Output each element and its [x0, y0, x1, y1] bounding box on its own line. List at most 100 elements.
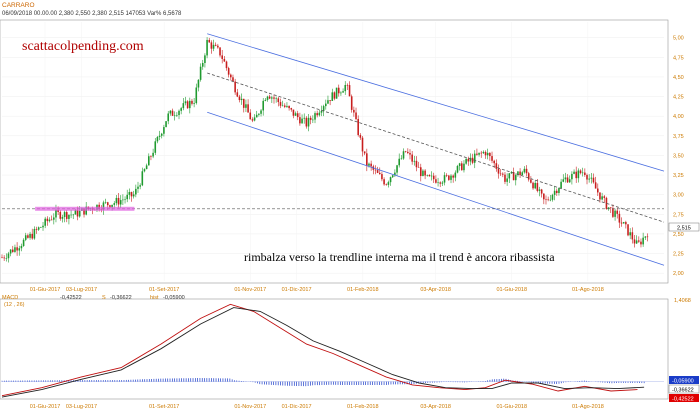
candle-body	[48, 219, 51, 222]
candle-body	[173, 115, 176, 117]
candle-body	[413, 160, 416, 162]
candle-body	[14, 247, 16, 252]
candle-body	[333, 92, 336, 99]
x-tick-label: 01-Feb-2018	[347, 404, 379, 410]
candle-body	[247, 104, 249, 113]
candle-body	[532, 182, 534, 189]
candle-body	[242, 98, 245, 108]
candle-body	[523, 168, 526, 173]
candle-body	[1, 257, 3, 259]
watermark: scattacolpending.com	[22, 39, 144, 54]
candle-body	[482, 151, 485, 154]
candle-body	[536, 182, 539, 191]
candle-body	[9, 249, 12, 254]
candle-body	[357, 119, 359, 136]
candle-body	[318, 112, 321, 116]
support-level	[2, 206, 664, 211]
candle-body	[549, 199, 552, 201]
candle-body	[152, 152, 154, 157]
macd-signal-line	[1, 307, 645, 398]
candle-body	[204, 55, 206, 64]
x-tick-label: 01-Nov-2017	[234, 404, 266, 410]
candle-body	[195, 87, 198, 104]
candle-body	[346, 84, 349, 86]
candle-body	[50, 219, 53, 221]
candle-body	[124, 199, 126, 200]
candle-body	[491, 156, 493, 161]
candle-body	[378, 172, 381, 175]
x-tick-label: 01-Ago-2018	[572, 404, 604, 410]
candle-body	[566, 177, 569, 183]
hist-badge-value: -0,05900	[672, 379, 694, 385]
candle-body	[253, 117, 256, 121]
candle-body	[104, 202, 107, 203]
macd-hist-value: -0,05900	[163, 295, 185, 301]
signal-badge	[668, 384, 700, 394]
hist-badge	[669, 376, 699, 384]
candle-body	[163, 127, 165, 134]
candle-body	[186, 101, 189, 109]
candle-body	[156, 136, 159, 142]
symbol-label: CARRARO	[2, 2, 35, 9]
y-tick-label: 2,50	[673, 232, 684, 238]
candle-body	[489, 152, 491, 157]
x-tick-label: 01-Ago-2018	[572, 287, 604, 293]
candle-body	[350, 96, 353, 110]
candle-body	[575, 171, 578, 179]
candle-body	[497, 168, 500, 174]
candle-body	[217, 45, 219, 48]
candle-body	[625, 222, 627, 225]
candle-body	[396, 165, 398, 173]
candle-body	[264, 99, 267, 101]
candle-body	[441, 182, 444, 184]
candle-body	[115, 197, 118, 204]
candle-body	[40, 227, 42, 228]
last-price-badge	[668, 222, 700, 232]
x-tick-label: 01-Giu-2017	[30, 287, 61, 293]
candle-body	[642, 237, 644, 245]
candle-body	[627, 224, 629, 236]
candle-body	[499, 173, 502, 175]
macd-date-axis: 01-Giu-2017 03-Lug-2017 01-Set-2017 01-Nov-…	[30, 404, 604, 410]
candle-body	[540, 189, 543, 194]
candle-body	[37, 227, 40, 230]
candle-body	[327, 100, 329, 104]
candle-body	[221, 55, 223, 59]
candle-body	[458, 163, 461, 167]
candle-body	[137, 186, 139, 189]
candle-body	[72, 214, 75, 216]
candle-body	[154, 141, 157, 153]
candle-body	[20, 245, 23, 249]
candle-body	[484, 151, 487, 156]
candle-body	[469, 157, 472, 162]
candle-body	[309, 117, 312, 120]
x-tick-label: 01-Dic-2017	[282, 287, 312, 293]
candle-body	[169, 110, 172, 114]
candle-body	[165, 121, 167, 128]
macd-title: MACD	[2, 295, 18, 301]
candle-body	[74, 210, 77, 215]
candle-body	[24, 235, 27, 240]
candle-body	[143, 169, 146, 172]
candle-body	[340, 92, 342, 94]
candle-body	[631, 232, 634, 240]
candle-body	[424, 170, 426, 176]
candle-body	[225, 61, 228, 69]
candle-body	[63, 212, 66, 217]
candle-body	[171, 110, 174, 116]
x-tick-label: 01-Giu-2018	[496, 287, 527, 293]
candle-body	[273, 97, 275, 99]
candle-body	[568, 179, 571, 183]
candle-body	[638, 240, 640, 242]
candle-body	[407, 151, 409, 153]
candle-body	[268, 96, 271, 99]
candle-body	[605, 197, 608, 209]
candle-body	[178, 110, 180, 116]
candle-body	[160, 133, 163, 136]
candle-body	[394, 172, 396, 176]
y-tick-label: 4,25	[673, 95, 684, 101]
candle-body	[374, 169, 377, 171]
candle-body	[387, 182, 390, 185]
candle-body	[419, 167, 422, 177]
candle-body	[249, 112, 252, 120]
